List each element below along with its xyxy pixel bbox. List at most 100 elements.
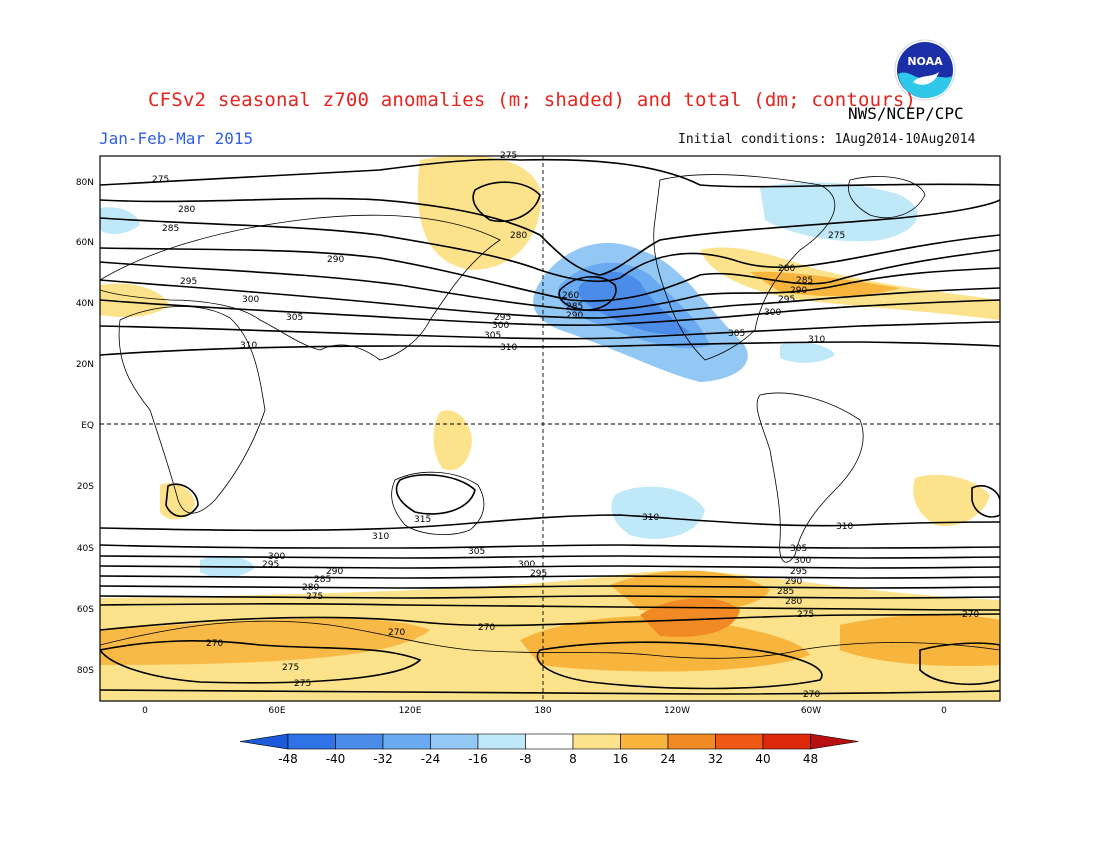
lon-label: 120E <box>399 706 422 716</box>
noaa-logo-icon: NOAA <box>894 39 956 101</box>
contour-label: 300 <box>242 295 259 305</box>
colorbar-segment <box>382 733 431 750</box>
contour-label: 305 <box>286 313 303 323</box>
contour-label: 310 <box>808 335 825 345</box>
lon-label: 60E <box>268 706 285 716</box>
contour-label: 310 <box>372 532 389 542</box>
contour-label: 305 <box>790 544 807 554</box>
lat-label: EQ <box>81 421 94 431</box>
colorbar-label: 24 <box>660 752 675 766</box>
colorbar-segment <box>287 733 336 750</box>
lon-label: 0 <box>941 706 947 716</box>
initial-conditions: Initial conditions: 1Aug2014-10Aug2014 <box>678 132 976 147</box>
colorbar-label: -16 <box>468 752 488 766</box>
contour-label: 300 <box>794 556 811 566</box>
contour-label: 295 <box>180 277 197 287</box>
contour-label: 295 <box>778 295 795 305</box>
contour-label: 285 <box>566 302 583 312</box>
lat-label: 20N <box>76 360 94 370</box>
colorbar-segment <box>335 733 384 750</box>
contour-label: 275 <box>294 679 311 689</box>
lat-label: 80S <box>77 666 94 676</box>
colorbar-segment <box>572 733 621 750</box>
colorbar-segment <box>620 733 669 750</box>
contour-label: 295 <box>530 569 547 579</box>
contour-label: 275 <box>797 610 814 620</box>
longitude-axis: 0 60E 120E 180 120W 60W 0 <box>142 706 947 716</box>
contour-label: 285 <box>314 575 331 585</box>
colorbar-segment <box>715 733 764 750</box>
contour-label: 290 <box>327 255 344 265</box>
contour-label-group: 275 275 280 285 290 280 295 300 305 310 … <box>152 151 979 700</box>
contour-label: 285 <box>162 224 179 234</box>
agency-label: NWS/NCEP/CPC <box>848 104 964 123</box>
figure-title: CFSv2 seasonal z700 anomalies (m; shaded… <box>148 89 917 111</box>
contour-label: 305 <box>468 547 485 557</box>
forecast-period: Jan-Feb-Mar 2015 <box>99 129 254 148</box>
colorbar-label: 16 <box>613 752 628 766</box>
colorbar-label: -48 <box>278 752 298 766</box>
colorbar-segment <box>525 733 574 750</box>
colorbar-segment <box>762 733 811 750</box>
colorbar-arrow-low <box>239 733 289 750</box>
contour-label: 270 <box>962 610 979 620</box>
colorbar-arrow-high <box>810 733 859 750</box>
contour-label: 315 <box>414 515 431 525</box>
contour-label: 280 <box>785 597 802 607</box>
contour-label: 300 <box>492 321 509 331</box>
contour-label: 290 <box>790 286 807 296</box>
lat-label: 80N <box>76 178 94 188</box>
contour-label: 305 <box>728 329 745 339</box>
lat-label: 40S <box>77 544 94 554</box>
contour-label: 285 <box>796 276 813 286</box>
colorbar-label: 8 <box>569 752 577 766</box>
colorbar-label: -32 <box>373 752 393 766</box>
contour-label: 310 <box>642 513 659 523</box>
colorbar-label: -40 <box>326 752 346 766</box>
reference-lines <box>100 156 1000 701</box>
colorbar-label: 32 <box>708 752 723 766</box>
contour-label: 290 <box>326 567 343 577</box>
colorbar-label: 48 <box>803 752 818 766</box>
contour-label: 295 <box>494 313 511 323</box>
contour-label: 275 <box>152 175 169 185</box>
colorbar-label: -8 <box>520 752 532 766</box>
contour-label: 305 <box>484 331 501 341</box>
contour-label: 275 <box>282 663 299 673</box>
contour-label: 310 <box>500 343 517 353</box>
contour-label: 280 <box>510 231 527 241</box>
contour-label: 280 <box>778 264 795 274</box>
lat-label: 60S <box>77 605 94 615</box>
contour-label: 300 <box>518 560 535 570</box>
contour-label: 280 <box>178 205 195 215</box>
contour-label: 275 <box>306 592 323 602</box>
latitude-axis: 80N 60N 40N 20N EQ 20S 40S 60S 80S <box>76 178 94 676</box>
contour-label: 280 <box>302 583 319 593</box>
contour-label: 310 <box>240 341 257 351</box>
contour-label: 290 <box>566 311 583 321</box>
svg-text:NOAA: NOAA <box>907 55 943 68</box>
contour-label: 270 <box>388 628 405 638</box>
colorbar-label: 40 <box>755 752 770 766</box>
contour-label: 285 <box>777 587 794 597</box>
colorbar-segment <box>667 733 716 750</box>
contour-label: 270 <box>206 639 223 649</box>
colorbar-segment <box>430 733 479 750</box>
lon-label: 60W <box>801 706 821 716</box>
lat-label: 20S <box>77 482 94 492</box>
lat-label: 40N <box>76 299 94 309</box>
color-bar <box>239 733 859 750</box>
contour-label: 260 <box>562 291 579 301</box>
contour-label: 290 <box>785 577 802 587</box>
contour-label: 270 <box>478 623 495 633</box>
contour-label: 300 <box>764 308 781 318</box>
colorbar-label: -24 <box>421 752 441 766</box>
contour-label: 295 <box>790 567 807 577</box>
contour-label: 295 <box>262 560 279 570</box>
plot-frame <box>99 155 1001 702</box>
height-contours <box>100 158 1000 695</box>
lon-label: 0 <box>142 706 148 716</box>
contour-label: 300 <box>268 552 285 562</box>
lon-label: 120W <box>664 706 690 716</box>
